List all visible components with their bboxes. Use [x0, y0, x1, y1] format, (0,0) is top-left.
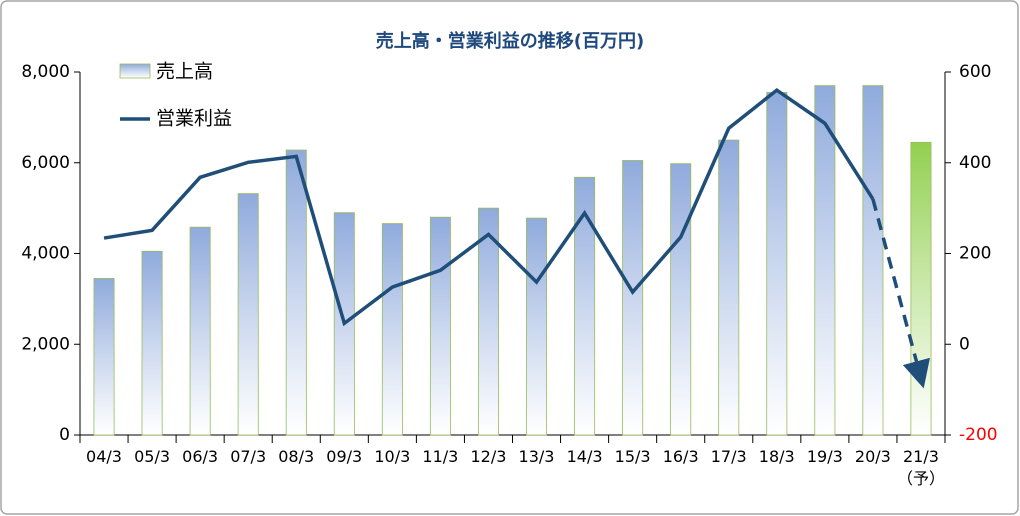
x-tick-label: 08/3	[278, 447, 315, 466]
x-tick-label: 12/3	[470, 447, 507, 466]
bar	[141, 250, 163, 436]
x-tick-label: 06/3	[182, 447, 219, 466]
y-tick-label: 2,000	[21, 334, 70, 354]
bar	[910, 141, 932, 436]
bar	[381, 223, 403, 436]
y2-tick-label: -200	[959, 425, 998, 445]
bar	[93, 278, 115, 436]
x-tick-label: 13/3	[518, 447, 555, 466]
bar	[237, 193, 259, 436]
bar	[285, 149, 307, 436]
bar	[526, 217, 548, 436]
legend-swatch	[119, 63, 151, 79]
bar	[814, 85, 836, 436]
bar	[862, 85, 884, 436]
x-tick-label: 16/3	[662, 447, 699, 466]
x-tick-label: 19/3	[806, 447, 843, 466]
bar	[189, 226, 211, 436]
x-tick-label: 05/3	[134, 447, 171, 466]
x-tick-label: 10/3	[374, 447, 411, 466]
y-tick-label: 0	[59, 425, 70, 445]
bar	[477, 207, 499, 436]
y2-tick-label: 400	[959, 153, 991, 173]
x-tick-label: 17/3	[710, 447, 747, 466]
bar	[670, 163, 692, 436]
x-tick-label: 21/3 （予）	[896, 447, 945, 488]
legend-label: 売上高	[156, 61, 213, 83]
x-tick-label: 04/3	[86, 447, 122, 466]
bar	[766, 92, 788, 436]
bar	[429, 216, 451, 436]
y2-tick-label: 0	[959, 334, 970, 354]
forecast-line	[871, 198, 930, 389]
x-tick-label: 20/3	[854, 447, 891, 466]
x-tick-label: 07/3	[230, 447, 267, 466]
x-tick-label: 18/3	[758, 447, 795, 466]
x-tick-label: 11/3	[422, 447, 459, 466]
x-tick-label: 14/3	[566, 447, 603, 466]
legend-label: 営業利益	[156, 108, 232, 130]
y-tick-label: 4,000	[21, 244, 70, 264]
bar	[574, 176, 596, 436]
y2-tick-label: 200	[959, 244, 991, 264]
x-tick-label: 15/3	[614, 447, 651, 466]
bar	[622, 160, 644, 436]
x-tick-label: 09/3	[326, 447, 363, 466]
y2-tick-label: 600	[959, 62, 991, 82]
bar	[718, 139, 740, 436]
y-tick-label: 8,000	[21, 62, 70, 82]
chart-title: 売上高・営業利益の推移(百万円)	[376, 30, 644, 52]
y-tick-label: 6,000	[21, 153, 70, 173]
line	[103, 87, 875, 327]
